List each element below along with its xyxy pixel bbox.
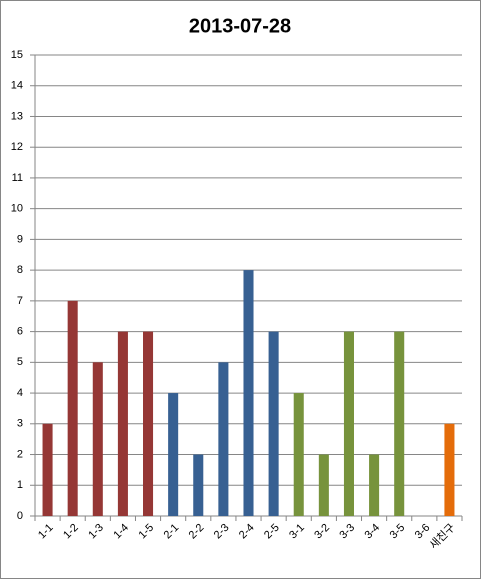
bar [117,331,128,516]
bar [293,393,304,516]
bar [369,454,380,516]
bar [218,362,229,516]
y-tick-label: 12 [11,141,23,153]
y-tick-label: 4 [17,387,23,399]
bar [343,331,354,516]
y-tick-label: 8 [17,264,23,276]
bar [243,270,254,516]
y-tick-label: 3 [17,418,23,430]
y-tick-label: 7 [17,295,23,307]
chart-title: 2013-07-28 [189,15,291,37]
y-tick-label: 11 [12,172,23,184]
bar [193,454,204,516]
bar [67,300,78,516]
bar [444,423,455,516]
bar [168,393,179,516]
y-tick-label: 14 [11,80,23,92]
y-tick-label: 15 [11,49,23,61]
y-tick-label: 5 [17,356,23,368]
y-tick-label: 6 [17,326,23,338]
bar [394,331,405,516]
y-tick-label: 1 [17,479,23,491]
bar [92,362,103,516]
y-tick-label: 9 [17,233,23,245]
y-tick-label: 13 [11,110,23,122]
bar [268,331,279,516]
y-tick-label: 0 [17,510,23,522]
bar [318,454,329,516]
bar [143,331,154,516]
bar [42,423,53,516]
y-tick-label: 10 [11,203,23,215]
y-tick-label: 2 [17,448,23,460]
